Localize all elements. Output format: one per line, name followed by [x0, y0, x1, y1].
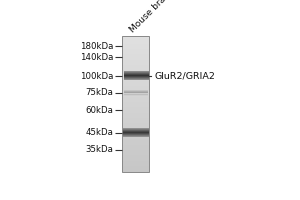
Text: Mouse brain: Mouse brain [128, 0, 173, 35]
Bar [122, 36, 149, 172]
Text: 75kDa: 75kDa [86, 88, 113, 97]
Text: 35kDa: 35kDa [86, 145, 113, 154]
Text: 60kDa: 60kDa [86, 106, 113, 115]
Text: 180kDa: 180kDa [80, 42, 113, 51]
Text: 100kDa: 100kDa [80, 72, 113, 81]
Text: GluR2/GRIA2: GluR2/GRIA2 [155, 72, 216, 81]
Text: 45kDa: 45kDa [86, 128, 113, 137]
Text: 140kDa: 140kDa [80, 53, 113, 62]
